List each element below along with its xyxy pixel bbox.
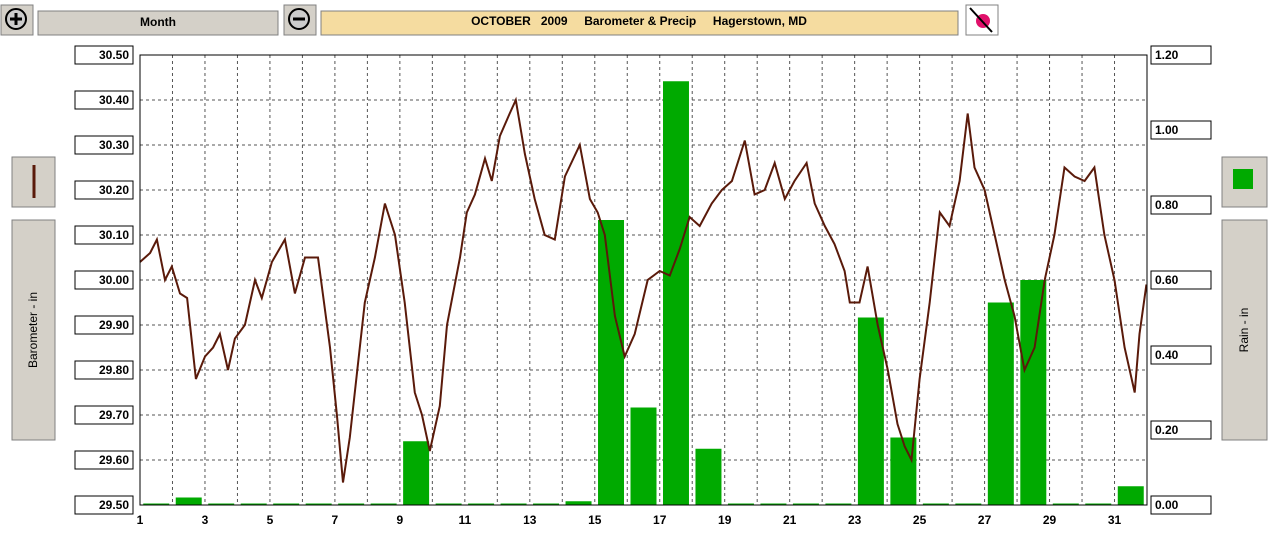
rain-bar — [1020, 280, 1047, 505]
tick-box — [1150, 495, 1212, 515]
rain-bar — [240, 503, 267, 505]
tick-box — [1150, 195, 1212, 215]
x-tick-label: 13 — [523, 513, 537, 527]
rain-bar — [1052, 503, 1079, 505]
y2-tick-label: 0.20 — [1155, 423, 1179, 437]
x-tick-label: 29 — [1043, 513, 1057, 527]
tick-box — [74, 270, 134, 290]
x-tick-label: 27 — [978, 513, 992, 527]
rain-bar — [1117, 486, 1144, 505]
y-tick-label: 30.40 — [99, 93, 129, 107]
y-axis-button[interactable] — [11, 219, 56, 441]
tick-box — [74, 180, 134, 200]
rain-bar — [857, 317, 884, 505]
tick-box — [1150, 345, 1212, 365]
y2-axis-label: Rain - in — [1237, 308, 1251, 353]
x-tick-label: 17 — [653, 513, 667, 527]
x-tick-label: 25 — [913, 513, 927, 527]
zoom-in[interactable] — [0, 4, 34, 36]
tick-box — [1150, 120, 1212, 140]
rain-bar — [175, 497, 202, 505]
y-tick-label: 29.60 — [99, 453, 129, 467]
y-tick-label: 29.50 — [99, 498, 129, 512]
x-tick-label: 7 — [332, 513, 339, 527]
y2-tick-label: 1.20 — [1155, 48, 1179, 62]
x-tick-label: 15 — [588, 513, 602, 527]
y2-tick-label: 0.80 — [1155, 198, 1179, 212]
x-tick-label: 1 — [137, 513, 144, 527]
tool-icon[interactable] — [965, 4, 999, 36]
rain-bar — [370, 503, 397, 505]
x-tick-label: 5 — [267, 513, 274, 527]
rain-bar — [208, 503, 235, 505]
y2-tick-label: 1.00 — [1155, 123, 1179, 137]
rain-bar — [695, 448, 722, 505]
y2-tick-label: 0.40 — [1155, 348, 1179, 362]
y-tick-label: 29.80 — [99, 363, 129, 377]
x-tick-label: 19 — [718, 513, 732, 527]
x-tick-label: 11 — [458, 513, 471, 527]
tick-box — [1150, 45, 1212, 65]
plot-border — [139, 54, 1148, 506]
tick-box — [74, 90, 134, 110]
rain-bar — [955, 503, 982, 505]
y2-tick-label: 0.60 — [1155, 273, 1179, 287]
tick-box — [74, 450, 134, 470]
rain-bar — [922, 503, 949, 505]
rain-bar — [630, 407, 657, 505]
y-axis-label: Barometer - in — [26, 292, 40, 368]
rain-bar — [305, 503, 332, 505]
rain-bar — [987, 302, 1014, 505]
tick-box — [74, 135, 134, 155]
period-button[interactable] — [37, 10, 279, 36]
barometer-line — [139, 96, 1148, 483]
rain-bar — [338, 503, 365, 505]
y2-tick-label: 0.00 — [1155, 498, 1179, 512]
y2-axis-button[interactable] — [1221, 219, 1268, 441]
zoom-out[interactable] — [283, 4, 317, 36]
tick-box — [1150, 270, 1212, 290]
rain-bar — [500, 503, 527, 505]
tick-box — [74, 225, 134, 245]
y-tick-label: 30.30 — [99, 138, 129, 152]
tick-box — [74, 360, 134, 380]
rain-bar — [533, 503, 560, 505]
x-tick-label: 23 — [848, 513, 862, 527]
x-tick-label: 3 — [202, 513, 209, 527]
rain-bar — [662, 81, 689, 505]
tick-box — [74, 45, 134, 65]
y-tick-label: 29.90 — [99, 318, 129, 332]
rain-bar — [825, 503, 852, 505]
tick-box — [1150, 420, 1212, 440]
rain-bar — [435, 503, 462, 505]
rain-bar — [565, 501, 592, 505]
x-tick-label: 21 — [783, 513, 797, 527]
y-tick-label: 30.20 — [99, 183, 129, 197]
rain-bar — [143, 503, 170, 505]
chart-title: OCTOBER 2009 Barometer & Precip Hagersto… — [471, 14, 807, 28]
y-tick-label: 30.00 — [99, 273, 129, 287]
x-tick-label: 31 — [1108, 513, 1122, 527]
y-tick-label: 29.70 — [99, 408, 129, 422]
rain-bar — [273, 503, 300, 505]
rain-bar — [468, 503, 495, 505]
bar-swatch — [1233, 169, 1253, 189]
rain-bar — [792, 503, 819, 505]
rain-bar — [727, 503, 754, 505]
tick-box — [74, 315, 134, 335]
y-tick-label: 30.10 — [99, 228, 129, 242]
rain-bar — [1085, 503, 1112, 505]
rain-bar — [598, 220, 625, 505]
rain-bar — [403, 441, 430, 505]
x-tick-label: 9 — [397, 513, 404, 527]
rain-bar — [760, 503, 787, 505]
title-box — [320, 10, 959, 36]
tick-box — [74, 495, 134, 515]
tick-box — [74, 405, 134, 425]
period-label: Month — [140, 15, 176, 29]
y-tick-label: 30.50 — [99, 48, 129, 62]
